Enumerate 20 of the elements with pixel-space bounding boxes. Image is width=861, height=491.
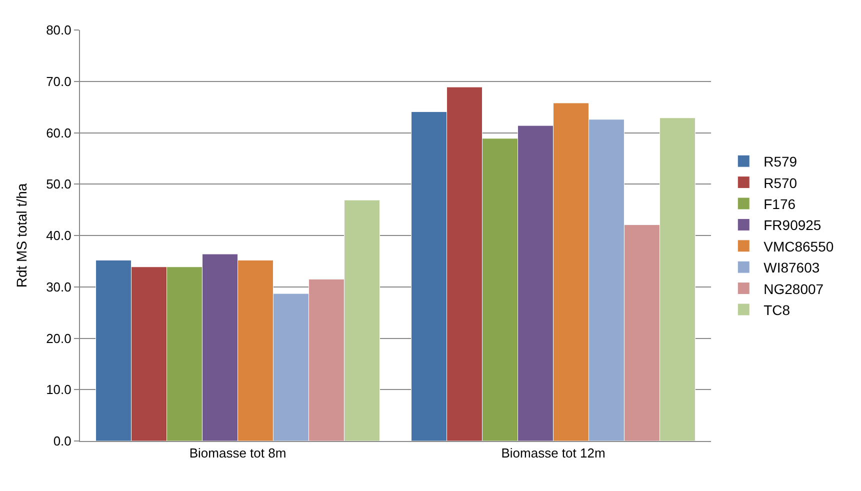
legend-label: WI87603 [764,260,820,276]
legend-label: R570 [764,174,798,191]
x-tick-label: Biomasse tot 8m [189,446,286,461]
y-tick-label: 0.0 [53,434,72,449]
legend-label: TC8 [764,302,790,318]
legend-label: FR90925 [764,217,822,234]
y-tick-label: 60.0 [46,125,72,140]
y-tick-label: 10.0 [46,382,72,398]
y-tick-label: 30.0 [46,279,72,294]
x-tick-label: Biomasse tot 12m [501,446,606,461]
legend-label: R579 [764,154,798,170]
legend-label: VMC86550 [764,238,834,254]
y-axis-title: Rdt MS total t/ha [14,183,30,288]
y-tick-label: 70.0 [46,74,72,89]
legend-label: NG28007 [764,280,824,297]
y-tick-label: 80.0 [46,22,72,38]
y-tick-label: 50.0 [46,176,72,192]
y-tick-label: 20.0 [46,330,72,346]
legend-label: F176 [764,196,796,212]
y-tick-label: 40.0 [46,228,72,244]
